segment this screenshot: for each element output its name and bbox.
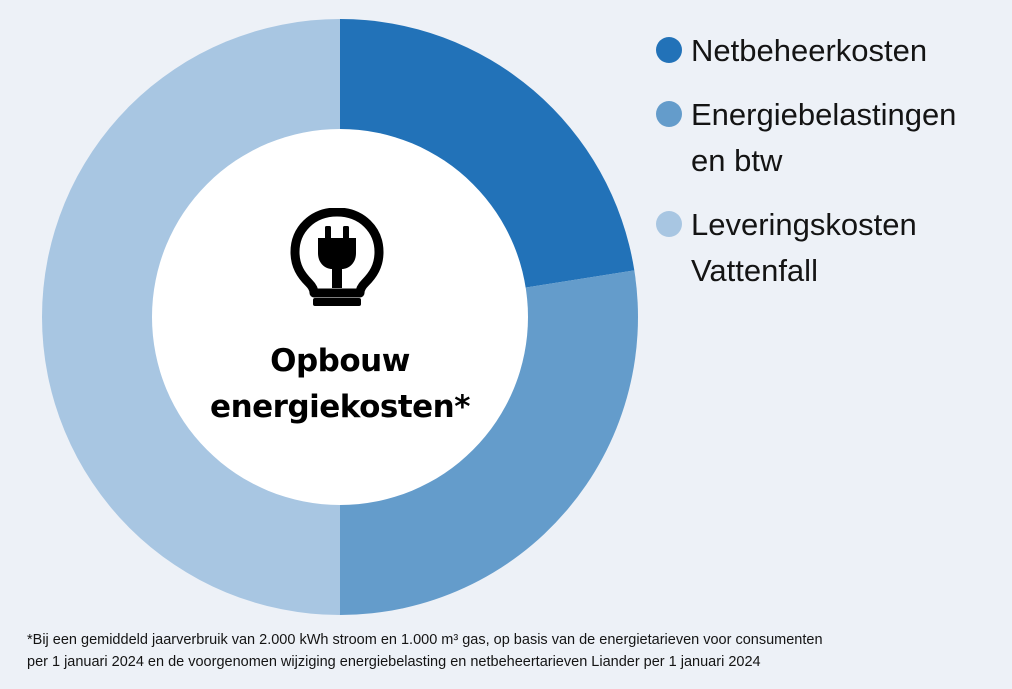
legend-swatch-energiebelastingen bbox=[656, 101, 682, 127]
legend-label: Leveringskosten bbox=[691, 207, 917, 242]
legend-label: Energiebelastingen bbox=[691, 97, 957, 132]
legend-label: en btw bbox=[691, 143, 783, 178]
footnote-line-1: *Bij een gemiddeld jaarverbruik van 2.00… bbox=[27, 632, 823, 648]
footnote-line-2: per 1 januari 2024 en de voorgenomen wij… bbox=[27, 654, 761, 670]
legend-swatch-leveringskosten bbox=[656, 211, 682, 237]
legend-label: Netbeheerkosten bbox=[691, 33, 928, 68]
chart-title-line-1: Opbouw bbox=[270, 343, 410, 379]
legend-item-energiebelastingen: Energiebelastingen en btw bbox=[655, 92, 1005, 184]
legend-item-leveringskosten: Leveringskosten Vattenfall bbox=[655, 202, 1005, 294]
chart-legend: Netbeheerkosten Energiebelastingen en bt… bbox=[655, 28, 1005, 312]
footnote: *Bij een gemiddeld jaarverbruik van 2.00… bbox=[27, 629, 1002, 673]
chart-title: Opbouw energiekosten* bbox=[180, 338, 500, 430]
legend-item-netbeheerkosten: Netbeheerkosten bbox=[655, 28, 1005, 74]
legend-label: Vattenfall bbox=[691, 253, 818, 288]
lightbulb-plug-icon bbox=[290, 208, 384, 306]
chart-title-line-2: energiekosten* bbox=[210, 389, 470, 425]
legend-swatch-netbeheerkosten bbox=[656, 37, 682, 63]
donut-center bbox=[152, 129, 528, 505]
